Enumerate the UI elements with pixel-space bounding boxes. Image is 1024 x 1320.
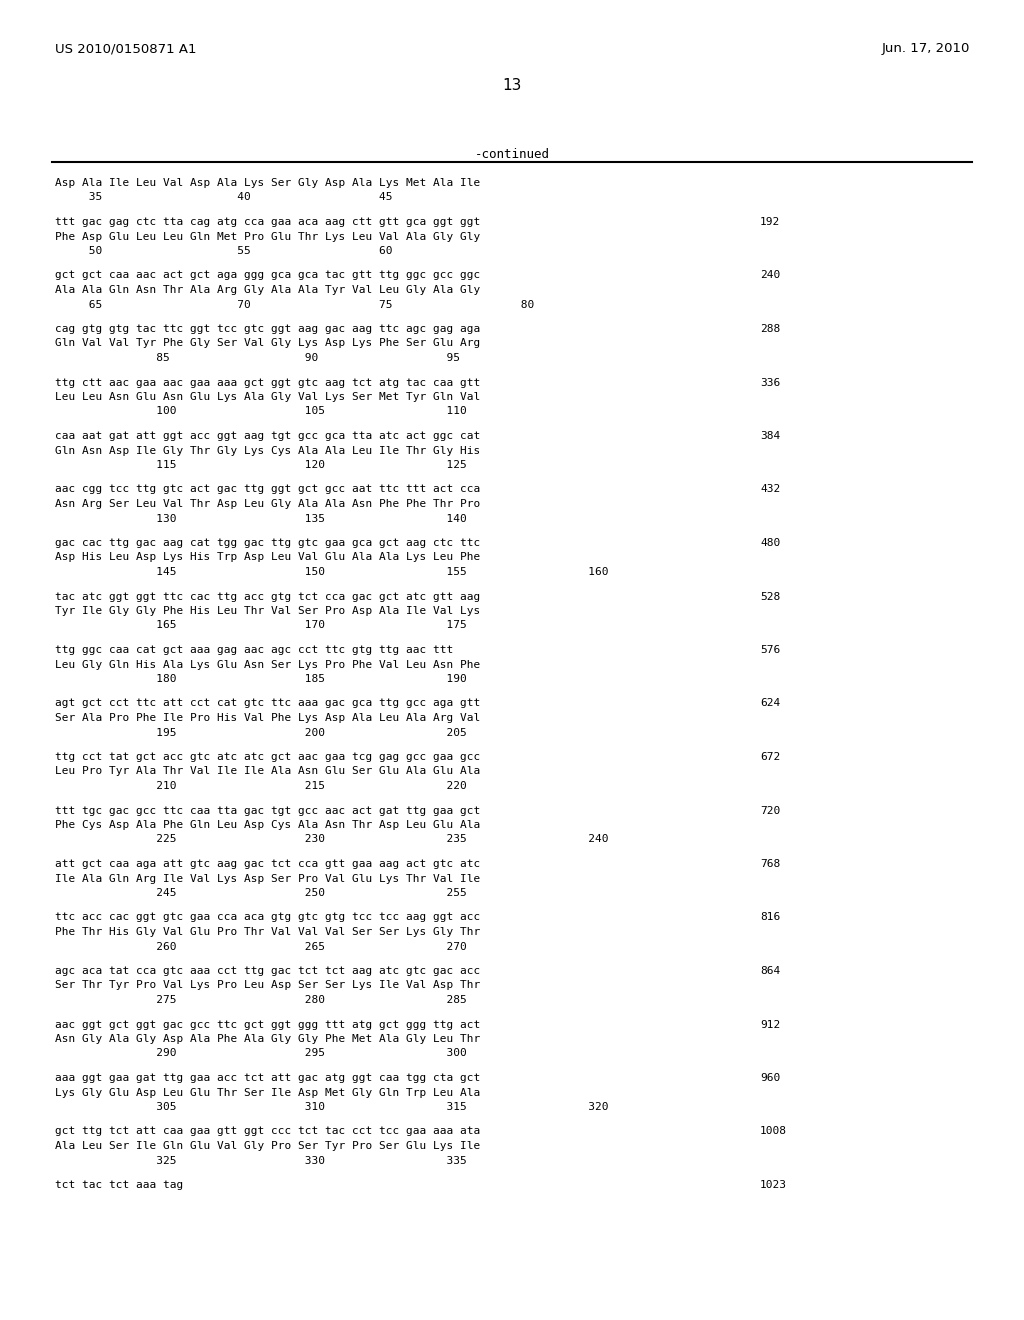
Text: Asp His Leu Asp Lys His Trp Asp Leu Val Glu Ala Ala Lys Leu Phe: Asp His Leu Asp Lys His Trp Asp Leu Val …	[55, 553, 480, 562]
Text: 305                   310                  315                  320: 305 310 315 320	[55, 1102, 608, 1111]
Text: agt gct cct ttc att cct cat gtc ttc aaa gac gca ttg gcc aga gtt: agt gct cct ttc att cct cat gtc ttc aaa …	[55, 698, 480, 709]
Text: 145                   150                  155                  160: 145 150 155 160	[55, 568, 608, 577]
Text: 35                    40                   45: 35 40 45	[55, 193, 392, 202]
Text: 816: 816	[760, 912, 780, 923]
Text: 130                   135                  140: 130 135 140	[55, 513, 467, 524]
Text: Leu Gly Gln His Ala Lys Glu Asn Ser Lys Pro Phe Val Leu Asn Phe: Leu Gly Gln His Ala Lys Glu Asn Ser Lys …	[55, 660, 480, 669]
Text: 100                   105                  110: 100 105 110	[55, 407, 467, 417]
Text: 195                   200                  205: 195 200 205	[55, 727, 467, 738]
Text: cag gtg gtg tac ttc ggt tcc gtc ggt aag gac aag ttc agc gag aga: cag gtg gtg tac ttc ggt tcc gtc ggt aag …	[55, 323, 480, 334]
Text: Gln Asn Asp Ile Gly Thr Gly Lys Cys Ala Ala Leu Ile Thr Gly His: Gln Asn Asp Ile Gly Thr Gly Lys Cys Ala …	[55, 446, 480, 455]
Text: Phe Asp Glu Leu Leu Gln Met Pro Glu Thr Lys Leu Val Ala Gly Gly: Phe Asp Glu Leu Leu Gln Met Pro Glu Thr …	[55, 231, 480, 242]
Text: Phe Thr His Gly Val Glu Pro Thr Val Val Val Ser Ser Lys Gly Thr: Phe Thr His Gly Val Glu Pro Thr Val Val …	[55, 927, 480, 937]
Text: gac cac ttg gac aag cat tgg gac ttg gtc gaa gca gct aag ctc ttc: gac cac ttg gac aag cat tgg gac ttg gtc …	[55, 539, 480, 548]
Text: att gct caa aga att gtc aag gac tct cca gtt gaa aag act gtc atc: att gct caa aga att gtc aag gac tct cca …	[55, 859, 480, 869]
Text: 576: 576	[760, 645, 780, 655]
Text: 275                   280                  285: 275 280 285	[55, 995, 467, 1005]
Text: agc aca tat cca gtc aaa cct ttg gac tct tct aag atc gtc gac acc: agc aca tat cca gtc aaa cct ttg gac tct …	[55, 966, 480, 975]
Text: 432: 432	[760, 484, 780, 495]
Text: ttc acc cac ggt gtc gaa cca aca gtg gtc gtg tcc tcc aag ggt acc: ttc acc cac ggt gtc gaa cca aca gtg gtc …	[55, 912, 480, 923]
Text: 165                   170                  175: 165 170 175	[55, 620, 467, 631]
Text: caa aat gat att ggt acc ggt aag tgt gcc gca tta atc act ggc cat: caa aat gat att ggt acc ggt aag tgt gcc …	[55, 432, 480, 441]
Text: ttt tgc gac gcc ttc caa tta gac tgt gcc aac act gat ttg gaa gct: ttt tgc gac gcc ttc caa tta gac tgt gcc …	[55, 805, 480, 816]
Text: 210                   215                  220: 210 215 220	[55, 781, 467, 791]
Text: ttg ctt aac gaa aac gaa aaa gct ggt gtc aag tct atg tac caa gtt: ttg ctt aac gaa aac gaa aaa gct ggt gtc …	[55, 378, 480, 388]
Text: Ile Ala Gln Arg Ile Val Lys Asp Ser Pro Val Glu Lys Thr Val Ile: Ile Ala Gln Arg Ile Val Lys Asp Ser Pro …	[55, 874, 480, 883]
Text: Asp Ala Ile Leu Val Asp Ala Lys Ser Gly Asp Ala Lys Met Ala Ile: Asp Ala Ile Leu Val Asp Ala Lys Ser Gly …	[55, 178, 480, 187]
Text: 13: 13	[503, 78, 521, 92]
Text: Jun. 17, 2010: Jun. 17, 2010	[882, 42, 970, 55]
Text: Phe Cys Asp Ala Phe Gln Leu Asp Cys Ala Asn Thr Asp Leu Glu Ala: Phe Cys Asp Ala Phe Gln Leu Asp Cys Ala …	[55, 820, 480, 830]
Text: 528: 528	[760, 591, 780, 602]
Text: 290                   295                  300: 290 295 300	[55, 1048, 467, 1059]
Text: 115                   120                  125: 115 120 125	[55, 459, 467, 470]
Text: 1023: 1023	[760, 1180, 787, 1191]
Text: US 2010/0150871 A1: US 2010/0150871 A1	[55, 42, 197, 55]
Text: Lys Gly Glu Asp Leu Glu Thr Ser Ile Asp Met Gly Gln Trp Leu Ala: Lys Gly Glu Asp Leu Glu Thr Ser Ile Asp …	[55, 1088, 480, 1097]
Text: ttg ggc caa cat gct aaa gag aac agc cct ttc gtg ttg aac ttt: ttg ggc caa cat gct aaa gag aac agc cct …	[55, 645, 454, 655]
Text: -continued: -continued	[474, 148, 550, 161]
Text: gct gct caa aac act gct aga ggg gca gca tac gtt ttg ggc gcc ggc: gct gct caa aac act gct aga ggg gca gca …	[55, 271, 480, 281]
Text: Asn Arg Ser Leu Val Thr Asp Leu Gly Ala Ala Asn Phe Phe Thr Pro: Asn Arg Ser Leu Val Thr Asp Leu Gly Ala …	[55, 499, 480, 510]
Text: Asn Gly Ala Gly Asp Ala Phe Ala Gly Gly Phe Met Ala Gly Leu Thr: Asn Gly Ala Gly Asp Ala Phe Ala Gly Gly …	[55, 1034, 480, 1044]
Text: 85                    90                   95: 85 90 95	[55, 352, 460, 363]
Text: 720: 720	[760, 805, 780, 816]
Text: 1008: 1008	[760, 1126, 787, 1137]
Text: gct ttg tct att caa gaa gtt ggt ccc tct tac cct tcc gaa aaa ata: gct ttg tct att caa gaa gtt ggt ccc tct …	[55, 1126, 480, 1137]
Text: 912: 912	[760, 1019, 780, 1030]
Text: aac cgg tcc ttg gtc act gac ttg ggt gct gcc aat ttc ttt act cca: aac cgg tcc ttg gtc act gac ttg ggt gct …	[55, 484, 480, 495]
Text: 864: 864	[760, 966, 780, 975]
Text: 225                   230                  235                  240: 225 230 235 240	[55, 834, 608, 845]
Text: 245                   250                  255: 245 250 255	[55, 888, 467, 898]
Text: 192: 192	[760, 216, 780, 227]
Text: ttt gac gag ctc tta cag atg cca gaa aca aag ctt gtt gca ggt ggt: ttt gac gag ctc tta cag atg cca gaa aca …	[55, 216, 480, 227]
Text: 768: 768	[760, 859, 780, 869]
Text: 384: 384	[760, 432, 780, 441]
Text: Ala Ala Gln Asn Thr Ala Arg Gly Ala Ala Tyr Val Leu Gly Ala Gly: Ala Ala Gln Asn Thr Ala Arg Gly Ala Ala …	[55, 285, 480, 294]
Text: 960: 960	[760, 1073, 780, 1082]
Text: Ser Ala Pro Phe Ile Pro His Val Phe Lys Asp Ala Leu Ala Arg Val: Ser Ala Pro Phe Ile Pro His Val Phe Lys …	[55, 713, 480, 723]
Text: Tyr Ile Gly Gly Phe His Leu Thr Val Ser Pro Asp Ala Ile Val Lys: Tyr Ile Gly Gly Phe His Leu Thr Val Ser …	[55, 606, 480, 616]
Text: 480: 480	[760, 539, 780, 548]
Text: aaa ggt gaa gat ttg gaa acc tct att gac atg ggt caa tgg cta gct: aaa ggt gaa gat ttg gaa acc tct att gac …	[55, 1073, 480, 1082]
Text: aac ggt gct ggt gac gcc ttc gct ggt ggg ttt atg gct ggg ttg act: aac ggt gct ggt gac gcc ttc gct ggt ggg …	[55, 1019, 480, 1030]
Text: Leu Pro Tyr Ala Thr Val Ile Ile Ala Asn Glu Ser Glu Ala Glu Ala: Leu Pro Tyr Ala Thr Val Ile Ile Ala Asn …	[55, 767, 480, 776]
Text: Gln Val Val Tyr Phe Gly Ser Val Gly Lys Asp Lys Phe Ser Glu Arg: Gln Val Val Tyr Phe Gly Ser Val Gly Lys …	[55, 338, 480, 348]
Text: 624: 624	[760, 698, 780, 709]
Text: 180                   185                  190: 180 185 190	[55, 675, 467, 684]
Text: 260                   265                  270: 260 265 270	[55, 941, 467, 952]
Text: 50                    55                   60: 50 55 60	[55, 246, 392, 256]
Text: tac atc ggt ggt ttc cac ttg acc gtg tct cca gac gct atc gtt aag: tac atc ggt ggt ttc cac ttg acc gtg tct …	[55, 591, 480, 602]
Text: tct tac tct aaa tag: tct tac tct aaa tag	[55, 1180, 183, 1191]
Text: Leu Leu Asn Glu Asn Glu Lys Ala Gly Val Lys Ser Met Tyr Gln Val: Leu Leu Asn Glu Asn Glu Lys Ala Gly Val …	[55, 392, 480, 403]
Text: 240: 240	[760, 271, 780, 281]
Text: 336: 336	[760, 378, 780, 388]
Text: 672: 672	[760, 752, 780, 762]
Text: 325                   330                  335: 325 330 335	[55, 1155, 467, 1166]
Text: 65                    70                   75                   80: 65 70 75 80	[55, 300, 535, 309]
Text: 288: 288	[760, 323, 780, 334]
Text: Ala Leu Ser Ile Gln Glu Val Gly Pro Ser Tyr Pro Ser Glu Lys Ile: Ala Leu Ser Ile Gln Glu Val Gly Pro Ser …	[55, 1140, 480, 1151]
Text: ttg cct tat gct acc gtc atc atc gct aac gaa tcg gag gcc gaa gcc: ttg cct tat gct acc gtc atc atc gct aac …	[55, 752, 480, 762]
Text: Ser Thr Tyr Pro Val Lys Pro Leu Asp Ser Ser Lys Ile Val Asp Thr: Ser Thr Tyr Pro Val Lys Pro Leu Asp Ser …	[55, 981, 480, 990]
